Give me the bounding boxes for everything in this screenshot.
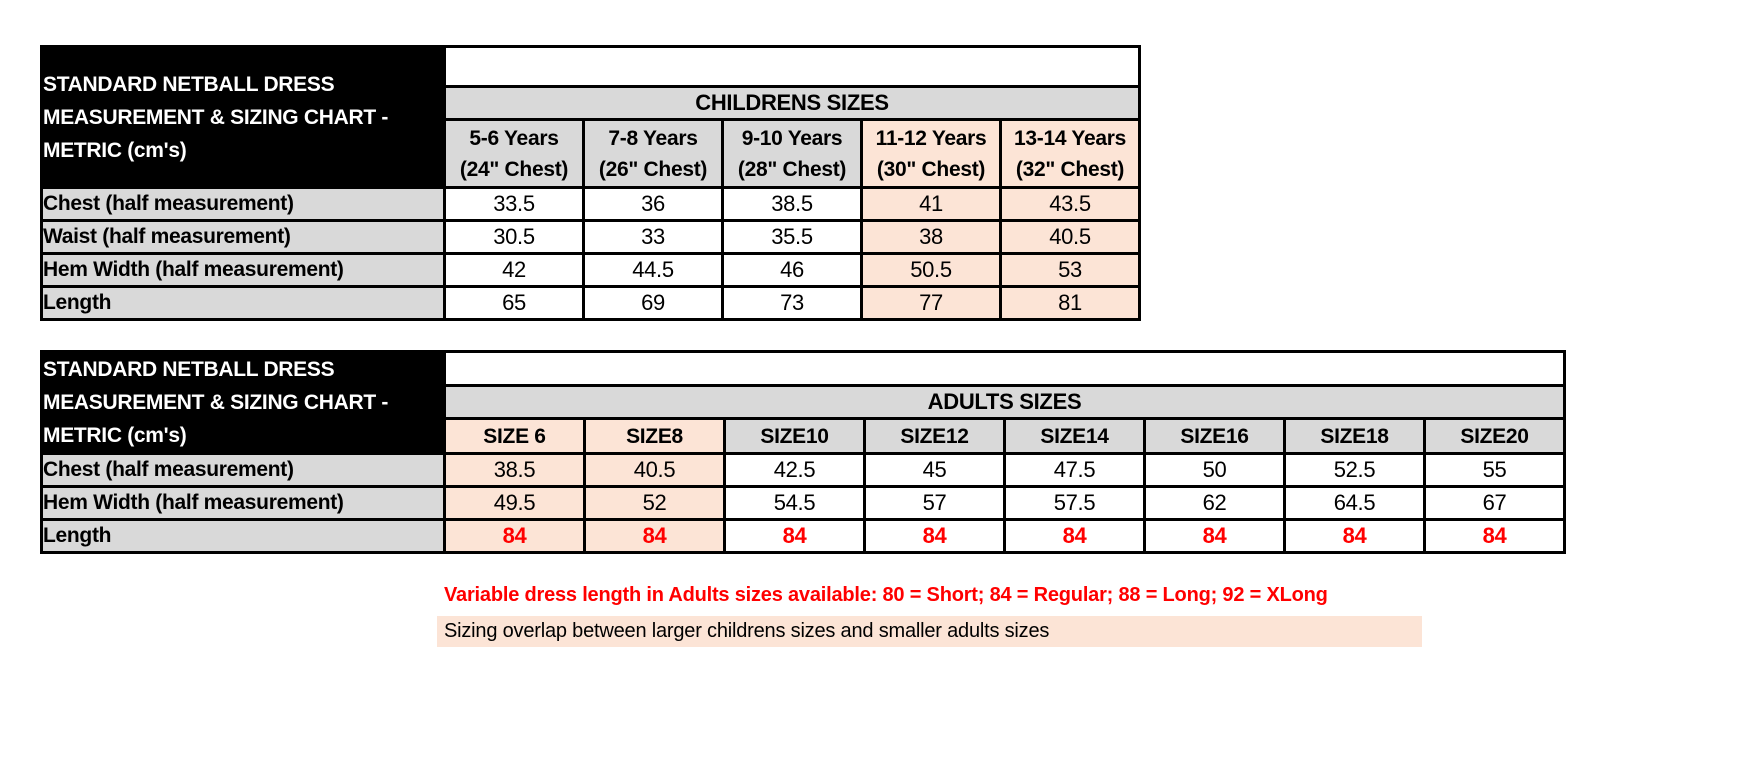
row-label: Chest (half measurement)	[40, 452, 446, 488]
size-value-cell: 84	[863, 518, 1006, 554]
size-value-cell: 84	[1283, 518, 1426, 554]
column-header: SIZE8	[583, 417, 726, 455]
column-header: 13-14 Years (32" Chest)	[999, 118, 1141, 189]
size-value-cell: 77	[860, 285, 1002, 321]
row-label: Length	[40, 285, 446, 321]
note-variable-length: Variable dress length in Adults sizes av…	[444, 584, 1328, 606]
size-value-cell: 69	[582, 285, 724, 321]
size-value-cell: 84	[1423, 518, 1566, 554]
size-value-cell: 38.5	[443, 452, 586, 488]
adults-size-chart: STANDARD NETBALL DRESS MEASUREMENT & SIZ…	[40, 350, 1566, 554]
size-value-cell: 42.5	[723, 452, 866, 488]
size-value-cell: 84	[443, 518, 586, 554]
size-value-cell: 73	[721, 285, 863, 321]
row-label: Waist (half measurement)	[40, 219, 446, 255]
childrens-sizes-banner: CHILDRENS SIZES	[443, 85, 1141, 121]
chart-title-block: STANDARD NETBALL DRESS MEASUREMENT & SIZ…	[40, 350, 446, 455]
size-value-cell: 65	[443, 285, 585, 321]
size-value-cell: 64.5	[1283, 485, 1426, 521]
spacer	[443, 350, 1566, 387]
size-value-cell: 50	[1143, 452, 1286, 488]
size-value-cell: 47.5	[1003, 452, 1146, 488]
size-value-cell: 36	[582, 186, 724, 222]
size-value-cell: 52.5	[1283, 452, 1426, 488]
size-value-cell: 35.5	[721, 219, 863, 255]
column-header: SIZE12	[863, 417, 1006, 455]
size-value-cell: 50.5	[860, 252, 1002, 288]
size-value-cell: 43.5	[999, 186, 1141, 222]
column-header: SIZE20	[1423, 417, 1566, 455]
size-value-cell: 33.5	[443, 186, 585, 222]
size-value-cell: 40.5	[583, 452, 726, 488]
column-header: SIZE14	[1003, 417, 1146, 455]
column-header: 7-8 Years (26" Chest)	[582, 118, 724, 189]
size-value-cell: 44.5	[582, 252, 724, 288]
childrens-size-chart: STANDARD NETBALL DRESS MEASUREMENT & SIZ…	[40, 45, 1141, 321]
size-value-cell: 52	[583, 485, 726, 521]
spacer	[443, 45, 1141, 88]
size-value-cell: 84	[723, 518, 866, 554]
column-header: SIZE18	[1283, 417, 1426, 455]
size-value-cell: 57.5	[1003, 485, 1146, 521]
size-value-cell: 53	[999, 252, 1141, 288]
size-value-cell: 55	[1423, 452, 1566, 488]
size-value-cell: 84	[1143, 518, 1286, 554]
row-label: Hem Width (half measurement)	[40, 252, 446, 288]
row-label: Hem Width (half measurement)	[40, 485, 446, 521]
size-value-cell: 42	[443, 252, 585, 288]
column-header: 5-6 Years (24" Chest)	[443, 118, 585, 189]
size-value-cell: 84	[1003, 518, 1146, 554]
column-header: 11-12 Years (30" Chest)	[860, 118, 1002, 189]
row-label: Length	[40, 518, 446, 554]
row-label: Chest (half measurement)	[40, 186, 446, 222]
size-value-cell: 45	[863, 452, 1006, 488]
column-header: SIZE 6	[443, 417, 586, 455]
size-value-cell: 33	[582, 219, 724, 255]
size-value-cell: 40.5	[999, 219, 1141, 255]
size-value-cell: 30.5	[443, 219, 585, 255]
size-value-cell: 38.5	[721, 186, 863, 222]
size-value-cell: 41	[860, 186, 1002, 222]
size-value-cell: 62	[1143, 485, 1286, 521]
column-header: SIZE16	[1143, 417, 1286, 455]
column-header: SIZE10	[723, 417, 866, 455]
adults-sizes-banner: ADULTS SIZES	[443, 383, 1566, 421]
size-value-cell: 81	[999, 285, 1141, 321]
size-value-cell: 54.5	[723, 485, 866, 521]
size-value-cell: 67	[1423, 485, 1566, 521]
size-value-cell: 38	[860, 219, 1002, 255]
size-value-cell: 46	[721, 252, 863, 288]
column-header: 9-10 Years (28" Chest)	[721, 118, 863, 189]
size-value-cell: 84	[583, 518, 726, 554]
size-value-cell: 57	[863, 485, 1006, 521]
size-value-cell: 49.5	[443, 485, 586, 521]
chart-title-block: STANDARD NETBALL DRESS MEASUREMENT & SIZ…	[40, 45, 446, 189]
note-sizing-overlap: Sizing overlap between larger childrens …	[437, 616, 1422, 647]
